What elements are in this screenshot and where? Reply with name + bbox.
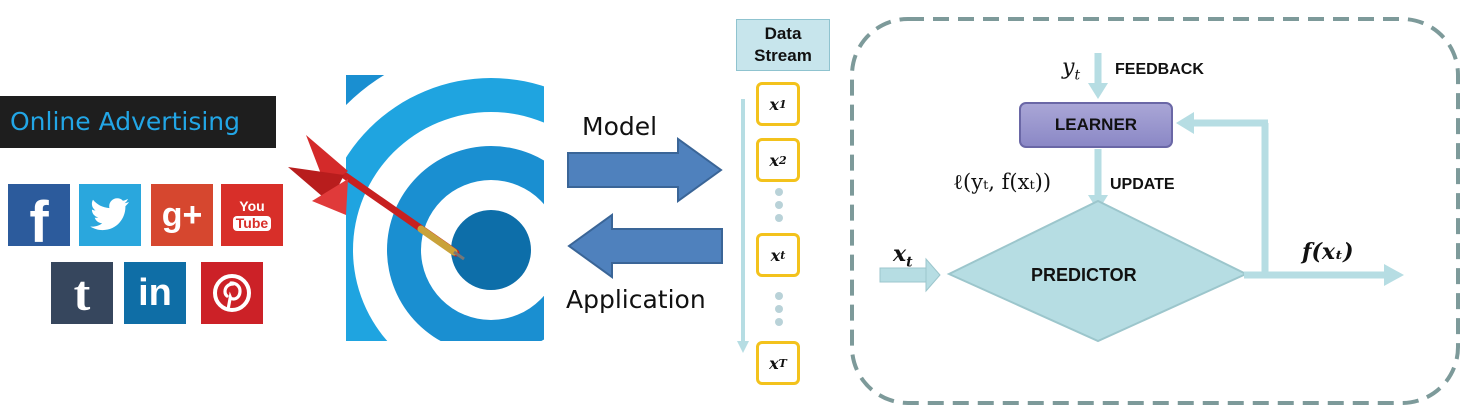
- application-arrow-icon: [567, 213, 723, 279]
- youtube-icon: You Tube: [221, 184, 283, 246]
- stream-item-sub: 1: [778, 97, 787, 111]
- feedback-var-sub: t: [1074, 67, 1081, 84]
- stream-item-sub: 2: [778, 153, 787, 167]
- model-arrow-icon: [567, 137, 723, 203]
- stream-item-base: x: [769, 94, 779, 114]
- google-plus-glyph: g+: [161, 195, 203, 234]
- linkedin-glyph: in: [138, 271, 172, 314]
- pinterest-icon: [201, 262, 263, 324]
- data-stream-title: Data Stream: [736, 19, 830, 71]
- stream-item-base: x: [770, 245, 781, 265]
- model-label: Model: [582, 112, 658, 141]
- output-expression: f(xₜ): [1302, 239, 1354, 265]
- stream-ellipsis-dot: [775, 318, 783, 326]
- target-dart-icon: [286, 75, 544, 341]
- stream-ellipsis-dot: [775, 188, 783, 196]
- stream-item-base: x: [769, 150, 779, 170]
- learner-box: LEARNER: [1019, 102, 1173, 148]
- stream-ellipsis-dot: [775, 214, 783, 222]
- feedback-label: FEEDBACK: [1115, 61, 1204, 78]
- learner-label: LEARNER: [1054, 115, 1138, 134]
- system-boundary: [850, 17, 1460, 405]
- facebook-glyph: f: [29, 189, 49, 255]
- pinterest-glyph: [213, 274, 251, 312]
- stream-ellipsis-dot: [775, 305, 783, 313]
- youtube-text-bottom: Tube: [232, 216, 272, 231]
- application-label: Application: [566, 285, 706, 314]
- youtube-text-top: You: [239, 198, 265, 214]
- facebook-icon: f: [8, 184, 70, 255]
- input-arrow: [925, 257, 941, 293]
- data-stream-title-line1: Data: [764, 24, 802, 43]
- stream-item-sub: T: [778, 356, 787, 370]
- feedback-variable: yt: [1062, 55, 1080, 83]
- update-label: UPDATE: [1110, 176, 1175, 193]
- twitter-icon: [79, 184, 141, 246]
- online-advertising-banner: Online Advertising: [0, 96, 276, 148]
- data-stream-title-line2: Stream: [754, 46, 812, 65]
- tumblr-icon: t: [51, 262, 113, 324]
- google-plus-icon: g+: [151, 184, 213, 246]
- feedback-var-base: y: [1062, 55, 1075, 80]
- tumblr-glyph: t: [73, 265, 91, 321]
- data-stream-timeline-arrow: [737, 99, 749, 353]
- input-var-sub: t: [906, 254, 913, 271]
- input-var-base: x: [893, 241, 907, 267]
- predictor-label: PREDICTOR: [1031, 265, 1137, 285]
- stream-item-base: x: [769, 353, 779, 373]
- stream-ellipsis-dot: [775, 201, 783, 209]
- stream-ellipsis-dot: [775, 292, 783, 300]
- linkedin-icon: in: [124, 262, 186, 324]
- twitter-bird-glyph: [90, 198, 129, 231]
- input-variable: xt: [893, 241, 913, 270]
- online-learning-system-diagram: [850, 17, 1460, 405]
- loss-expression: ℓ(yₜ, f(xₜ)): [953, 170, 1052, 194]
- stream-item-sub: t: [780, 248, 786, 262]
